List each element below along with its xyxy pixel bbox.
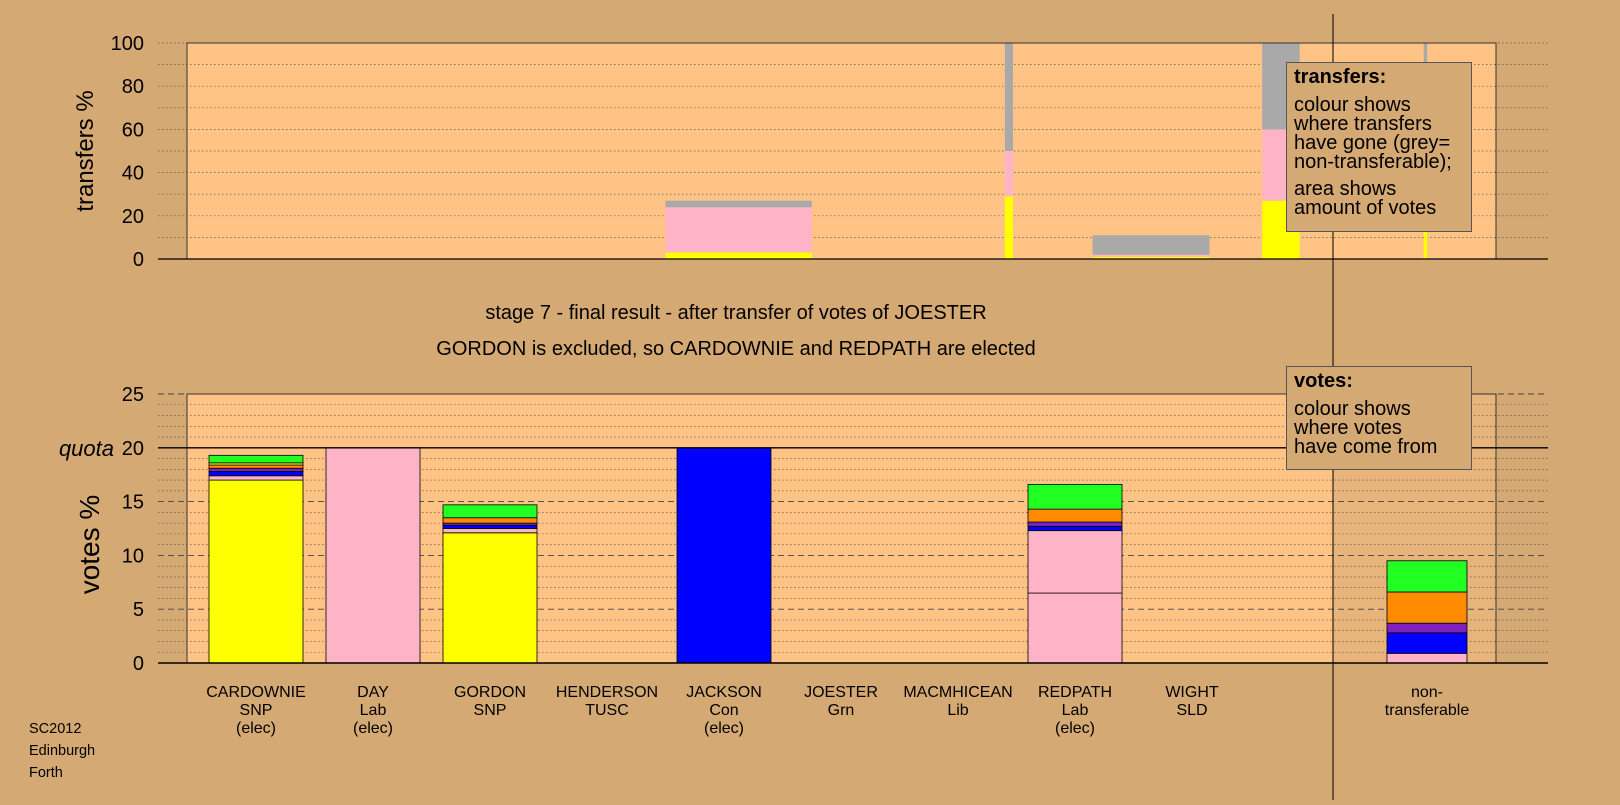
- candidate-label: JOESTER: [804, 684, 878, 701]
- chart-title-line-1: stage 7 - final result - after transfer …: [485, 302, 986, 324]
- votes-y-tick-label: 20: [122, 438, 144, 460]
- votes-legend-heading: votes:: [1294, 370, 1353, 392]
- transfers-y-tick-label: 0: [133, 249, 144, 271]
- transfers-legend-text: colour shows: [1294, 94, 1411, 116]
- candidate-label: (elec): [236, 720, 276, 737]
- transfers-y-tick-label: 40: [122, 163, 144, 185]
- vote-bar-segment: [676, 447, 772, 664]
- transfer-bar-segment: [1092, 235, 1210, 255]
- transfer-bar-segment: [1004, 43, 1013, 151]
- votes-legend-text: colour shows: [1294, 398, 1411, 420]
- footer-line: SC2012: [29, 721, 82, 737]
- transfers-legend-text: where transfers: [1294, 113, 1432, 135]
- votes-legend-text: have come from: [1294, 436, 1438, 458]
- vote-bar-segment: [208, 475, 304, 481]
- transfer-bar-segment: [665, 207, 812, 253]
- transfer-bar-segment: [1004, 196, 1013, 259]
- transfers-legend-text: non-transferable);: [1294, 151, 1452, 173]
- votes-y-tick-label: 15: [122, 492, 144, 514]
- vote-bar-segment: [1386, 622, 1468, 634]
- chart-title-line-2: GORDON is excluded, so CARDOWNIE and RED…: [436, 338, 1035, 360]
- candidate-label: SNP: [240, 702, 273, 719]
- votes-legend-text: where votes: [1294, 417, 1402, 439]
- vote-bar-segment: [1027, 525, 1123, 532]
- transfer-bar-segment: [665, 200, 812, 208]
- quota-label: quota: [59, 436, 114, 461]
- transfers-y-tick-label: 20: [122, 206, 144, 228]
- vote-bar-segment: [442, 528, 538, 534]
- transfers-legend-box: transfers: colour shows where transfers …: [1286, 62, 1472, 232]
- candidate-label: (elec): [1055, 720, 1095, 737]
- transfer-bar-segment: [1092, 256, 1210, 259]
- votes-y-tick-label: 25: [122, 384, 144, 406]
- vote-bar-segment: [1386, 652, 1468, 664]
- candidate-label: TUSC: [585, 702, 629, 719]
- candidate-label: Con: [709, 702, 738, 719]
- vote-bar-segment: [208, 479, 304, 664]
- vote-bar-segment: [442, 532, 538, 664]
- vote-bar-segment: [1027, 508, 1123, 523]
- vote-bar-segment: [1027, 483, 1123, 510]
- vote-bar-segment: [442, 524, 538, 529]
- candidate-label: HENDERSON: [556, 684, 658, 701]
- candidate-label: (elec): [704, 720, 744, 737]
- vote-bar-segment: [1027, 592, 1123, 664]
- candidate-label: (elec): [353, 720, 393, 737]
- vote-bar-segment: [325, 447, 421, 664]
- vote-bar-segment: [208, 471, 304, 477]
- transfers-y-tick-label: 60: [122, 119, 144, 141]
- transfers-legend-text: area shows: [1294, 178, 1397, 200]
- vote-bar-segment: [1027, 521, 1123, 527]
- candidate-label: Lab: [1062, 702, 1089, 719]
- candidate-label: transferable: [1385, 702, 1470, 719]
- transfers-y-tick-label: 100: [111, 33, 144, 55]
- transfers-y-axis-title: transfers %: [72, 90, 99, 211]
- votes-legend-box: votes: colour shows where votes have com…: [1286, 366, 1472, 470]
- vote-bar-segment: [1386, 591, 1468, 624]
- transfer-bar-segment: [665, 252, 812, 259]
- candidate-label: JACKSON: [686, 684, 762, 701]
- transfer-bar-segment: [1004, 151, 1013, 197]
- candidate-label: Lab: [360, 702, 387, 719]
- candidate-label: Grn: [828, 702, 855, 719]
- candidate-label: WIGHT: [1165, 684, 1219, 701]
- candidate-label: SNP: [474, 702, 507, 719]
- votes-y-axis-title: votes %: [74, 495, 105, 595]
- candidate-label: REDPATH: [1038, 684, 1112, 701]
- transfers-legend-heading: transfers:: [1294, 66, 1387, 88]
- votes-y-tick-label: 0: [133, 653, 144, 675]
- vote-bar-segment: [1027, 530, 1123, 594]
- transfers-legend-text: amount of votes: [1294, 197, 1437, 219]
- vote-bar-segment: [1386, 560, 1468, 593]
- candidate-label: MACMHICEAN: [903, 684, 1012, 701]
- votes-y-tick-label: 10: [122, 545, 144, 567]
- candidate-label: SLD: [1176, 702, 1207, 719]
- source-footer: SC2012 Edinburgh Forth: [29, 718, 95, 784]
- candidate-label: GORDON: [454, 684, 526, 701]
- transfer-bar-segment: [1092, 254, 1210, 257]
- candidate-label: Lib: [947, 702, 968, 719]
- vote-bar-segment: [208, 464, 304, 469]
- vote-bar-segment: [442, 517, 538, 524]
- transfers-legend-text: have gone (grey=: [1294, 132, 1451, 154]
- candidate-label: non-: [1411, 684, 1443, 701]
- vote-bar-segment: [208, 454, 304, 464]
- candidate-label: DAY: [357, 684, 389, 701]
- candidate-label: CARDOWNIE: [206, 684, 306, 701]
- transfers-y-tick-label: 80: [122, 76, 144, 98]
- footer-line: Edinburgh: [29, 743, 96, 759]
- votes-y-tick-label: 5: [133, 599, 144, 621]
- vote-bar-segment: [1386, 632, 1468, 654]
- footer-line: Forth: [29, 765, 63, 781]
- vote-bar-segment: [442, 504, 538, 519]
- vote-bar-segment: [208, 467, 304, 472]
